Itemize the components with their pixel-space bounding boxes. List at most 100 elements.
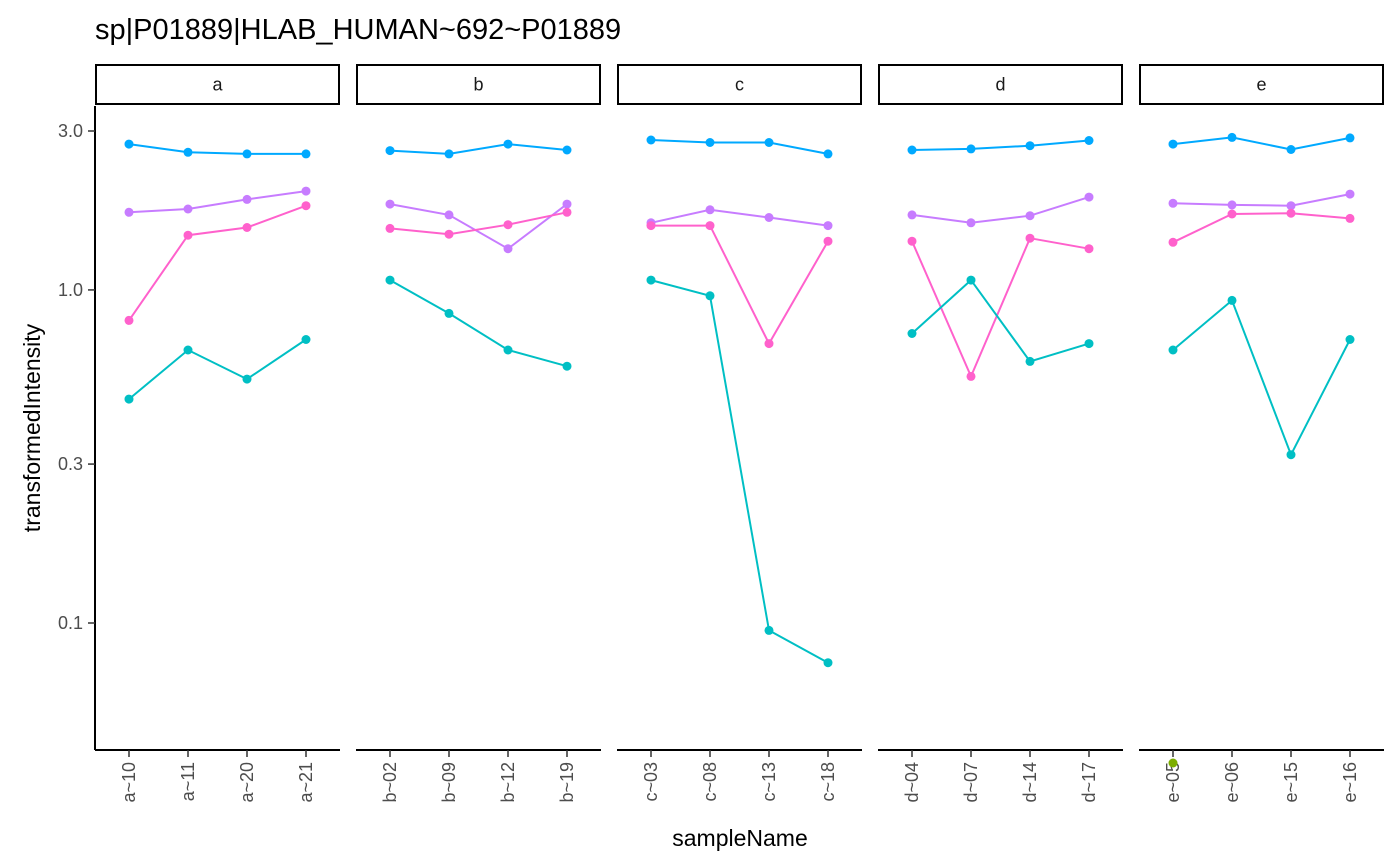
data-point-pink xyxy=(503,220,513,230)
facet-strip xyxy=(1139,64,1384,105)
data-point-purple xyxy=(301,186,311,196)
x-tick-label: b~09 xyxy=(439,762,459,803)
series-line-pink xyxy=(651,224,829,346)
data-point-teal xyxy=(1286,450,1296,460)
data-point-purple xyxy=(444,210,454,220)
data-point-blue xyxy=(183,147,193,157)
data-point-purple xyxy=(764,213,774,222)
data-point-teal xyxy=(823,658,833,668)
data-point-blue xyxy=(823,149,833,159)
y-tick-label: 1.0 xyxy=(58,280,83,300)
data-point-purple xyxy=(385,199,395,209)
data-point-blue xyxy=(1025,141,1035,151)
data-point-teal xyxy=(1084,339,1094,349)
data-point-pink xyxy=(764,339,774,349)
data-point-purple xyxy=(503,244,513,254)
y-tick-label: 3.0 xyxy=(58,121,83,141)
data-point-blue xyxy=(907,145,917,155)
data-point-pink xyxy=(1227,209,1237,219)
data-point-pink xyxy=(444,229,454,239)
data-point-blue xyxy=(124,139,134,149)
data-point-green xyxy=(1168,758,1178,768)
data-point-blue xyxy=(1227,132,1237,142)
data-point-pink xyxy=(183,230,193,240)
data-point-pink xyxy=(385,223,395,233)
x-tick-label: c~08 xyxy=(700,762,720,802)
x-tick-label: d~04 xyxy=(902,762,922,803)
series-line-purple xyxy=(389,203,568,250)
x-tick-label: c~13 xyxy=(759,762,779,802)
data-point-pink xyxy=(124,315,134,325)
x-tick-label: b~12 xyxy=(498,762,518,803)
facet-strip xyxy=(878,64,1123,105)
x-tick-label: e~16 xyxy=(1340,762,1360,803)
data-point-blue xyxy=(242,149,252,159)
y-axis-title: transformedIntensity xyxy=(19,323,45,532)
data-point-purple xyxy=(907,210,917,220)
data-point-pink xyxy=(1168,237,1178,247)
facet-panel-d: d d~04 d~07 d~14 d~17 xyxy=(878,64,1123,803)
data-point-teal xyxy=(1345,335,1355,344)
series-line-blue xyxy=(1172,136,1351,151)
data-point-blue xyxy=(764,138,774,147)
data-point-teal xyxy=(764,625,774,635)
data-point-blue xyxy=(503,139,513,149)
data-point-teal xyxy=(1025,356,1035,366)
x-tick-label: b~02 xyxy=(380,762,400,803)
facet-strip xyxy=(617,64,862,105)
y-tick-label: 0.3 xyxy=(58,454,83,474)
data-point-purple xyxy=(1084,192,1094,202)
data-point-pink xyxy=(301,201,311,211)
data-point-pink xyxy=(562,207,572,217)
data-point-purple xyxy=(1286,201,1296,211)
series-line-blue xyxy=(389,143,568,155)
data-point-teal xyxy=(646,275,656,285)
facet-strip-label: d xyxy=(995,75,1005,95)
data-point-pink xyxy=(1025,233,1035,243)
x-axis-title: sampleName xyxy=(672,825,808,851)
facet-panel-a: a a~10 a~11 a~20 a~21 xyxy=(94,64,340,803)
data-point-purple xyxy=(124,207,134,217)
data-point-teal xyxy=(183,345,193,355)
series-line-blue xyxy=(128,143,306,155)
x-tick-label: d~07 xyxy=(961,762,981,803)
data-point-purple xyxy=(1227,200,1237,210)
data-point-blue xyxy=(1168,139,1178,149)
data-point-teal xyxy=(444,308,454,318)
series-line-teal xyxy=(1172,298,1351,458)
x-tick-label: d~17 xyxy=(1079,762,1099,803)
x-tick-label: c~03 xyxy=(641,762,661,802)
data-point-teal xyxy=(1168,345,1178,355)
x-tick-label: e~15 xyxy=(1281,762,1301,803)
data-point-blue xyxy=(966,144,976,154)
series-line-blue xyxy=(911,139,1090,151)
series-line-pink xyxy=(128,204,307,321)
data-point-purple xyxy=(1345,189,1355,199)
data-point-purple xyxy=(823,221,833,231)
x-tick-label: a~11 xyxy=(178,762,198,801)
data-point-blue xyxy=(444,149,454,159)
series-line-purple xyxy=(128,190,307,214)
data-point-pink xyxy=(1345,213,1355,223)
data-point-pink xyxy=(705,221,715,231)
series-line-purple xyxy=(1172,193,1351,207)
x-tick-label: e~05 xyxy=(1163,762,1183,803)
series-line-teal xyxy=(389,279,568,368)
chart-title: sp|P01889|HLAB_HUMAN~692~P01889 xyxy=(95,14,621,46)
data-point-purple xyxy=(705,205,715,215)
data-point-teal xyxy=(907,329,917,338)
x-tick-label: a~21 xyxy=(296,762,316,803)
data-point-purple xyxy=(1025,211,1035,221)
data-point-blue xyxy=(301,149,311,159)
data-point-blue xyxy=(1084,136,1094,145)
data-point-pink xyxy=(1084,244,1094,254)
series-line-teal xyxy=(911,278,1090,363)
x-tick-label: d~14 xyxy=(1020,762,1040,803)
series-line-blue xyxy=(650,139,829,155)
x-tick-label: c~18 xyxy=(818,762,838,802)
facet-strip xyxy=(356,64,601,105)
data-point-pink xyxy=(823,236,833,246)
data-point-teal xyxy=(562,361,572,371)
